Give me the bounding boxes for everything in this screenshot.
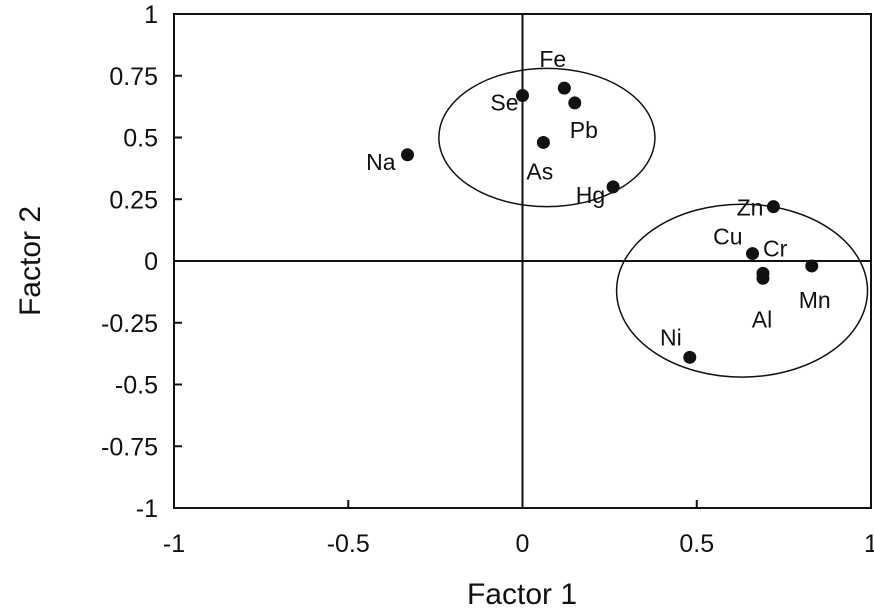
point-label: Pb: [570, 117, 598, 143]
y-tick-label: -0.25: [101, 310, 158, 338]
y-axis-title: Factor 2: [14, 206, 47, 316]
x-tick-label: -1: [163, 530, 185, 558]
cluster-ellipse-1: [438, 67, 656, 208]
data-point-na: [400, 148, 414, 162]
point-label: Cu: [713, 224, 742, 250]
point-label: Hg: [576, 182, 605, 208]
cluster-ellipses: [438, 67, 869, 378]
y-tick-label: 0.75: [109, 63, 158, 91]
point-label: Na: [366, 149, 396, 175]
point-label: Se: [490, 90, 518, 116]
y-tick-label: 0.5: [123, 125, 158, 153]
x-tick-label: 1: [864, 530, 874, 558]
data-point-cu: [746, 247, 760, 261]
data-point-zn: [766, 200, 780, 214]
data-point-se: [516, 89, 529, 103]
x-tick-label: 0.5: [679, 530, 714, 558]
y-axis-ticks: 1 0.75 0.5 0.25 0 -0.25 -0.5 -0.75 -1: [101, 1, 182, 523]
y-tick-label: -0.5: [115, 372, 158, 400]
data-point-ni: [683, 350, 697, 364]
data-point-hg: [606, 180, 620, 194]
cluster-ellipse-2: [615, 203, 869, 378]
point-label: Zn: [737, 195, 764, 221]
data-point-al: [756, 271, 770, 285]
point-label: Al: [752, 306, 772, 332]
data-point-mn: [805, 259, 819, 273]
point-label: Ni: [660, 324, 682, 350]
data-point-pb: [568, 96, 582, 110]
point-label: As: [526, 158, 553, 184]
x-axis-ticks: -1 -0.5 0 0.5 1: [163, 500, 874, 558]
y-tick-label: -1: [136, 495, 158, 523]
data-point-fe: [557, 81, 571, 95]
data-points: Na Se Fe Pb As Hg Zn Cu Cr Al Mn Ni: [366, 46, 831, 364]
data-point-as: [536, 135, 550, 149]
y-tick-label: 1: [144, 1, 158, 29]
point-label: Mn: [799, 287, 831, 313]
point-label: Fe: [539, 46, 566, 72]
y-tick-label: -0.75: [101, 433, 158, 461]
x-tick-label: 0: [516, 530, 530, 558]
y-tick-label: 0.25: [109, 186, 158, 214]
x-axis-title: Factor 1: [467, 578, 577, 611]
point-label: Cr: [763, 235, 788, 261]
y-tick-label: 0: [144, 248, 158, 276]
x-tick-label: -0.5: [327, 530, 370, 558]
